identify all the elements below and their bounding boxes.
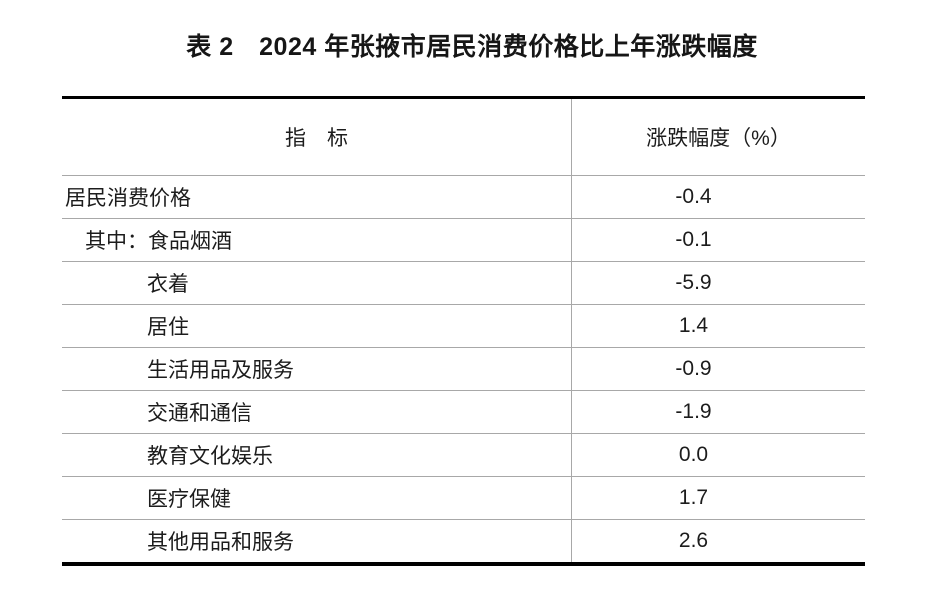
value-cell: 1.7 — [571, 477, 865, 519]
table-row: 其他用品和服务 2.6 — [62, 519, 865, 562]
indicator-cell: 医疗保健 — [147, 488, 231, 511]
indicator-cell: 居住 — [147, 316, 189, 339]
indicator-cell: 衣着 — [147, 273, 189, 296]
table-row: 衣着 -5.9 — [62, 261, 865, 304]
value-cell: 0.0 — [571, 434, 865, 476]
value-cell: -0.9 — [571, 348, 865, 390]
indicator-cell: 教育文化娱乐 — [147, 445, 273, 468]
indicator-cell: 生活用品及服务 — [147, 359, 294, 382]
table-row: 生活用品及服务 -0.9 — [62, 347, 865, 390]
table-row: 其中：食品烟酒 -0.1 — [62, 218, 865, 261]
table-row: 交通和通信 -1.9 — [62, 390, 865, 433]
indicator-cell: 居民消费价格 — [65, 187, 191, 210]
indicator-cell: 交通和通信 — [147, 402, 252, 425]
table-row: 居民消费价格 -0.4 — [62, 175, 865, 218]
table-body: 居民消费价格 -0.4 其中：食品烟酒 -0.1 衣着 -5.9 居住 1.4 … — [62, 175, 865, 562]
price-change-table: 指 标 涨跌幅度（%） 居民消费价格 -0.4 其中：食品烟酒 -0.1 衣着 … — [62, 96, 865, 566]
value-cell: -0.1 — [571, 219, 865, 261]
indicator-cell: 其中：食品烟酒 — [85, 230, 232, 253]
table-row: 医疗保健 1.7 — [62, 476, 865, 519]
value-cell: -0.4 — [571, 176, 865, 218]
header-indicator: 指 标 — [285, 127, 348, 150]
table-row: 教育文化娱乐 0.0 — [62, 433, 865, 476]
value-cell: 2.6 — [571, 520, 865, 562]
value-cell: -5.9 — [571, 262, 865, 304]
value-cell: 1.4 — [571, 305, 865, 347]
table-header-row: 指 标 涨跌幅度（%） — [62, 99, 865, 175]
indicator-cell: 其他用品和服务 — [147, 531, 294, 554]
page-title: 表 2 2024 年张掖市居民消费价格比上年涨跌幅度 — [186, 33, 758, 61]
header-change-percent: 涨跌幅度（%） — [571, 99, 865, 175]
value-cell: -1.9 — [571, 391, 865, 433]
table-row: 居住 1.4 — [62, 304, 865, 347]
